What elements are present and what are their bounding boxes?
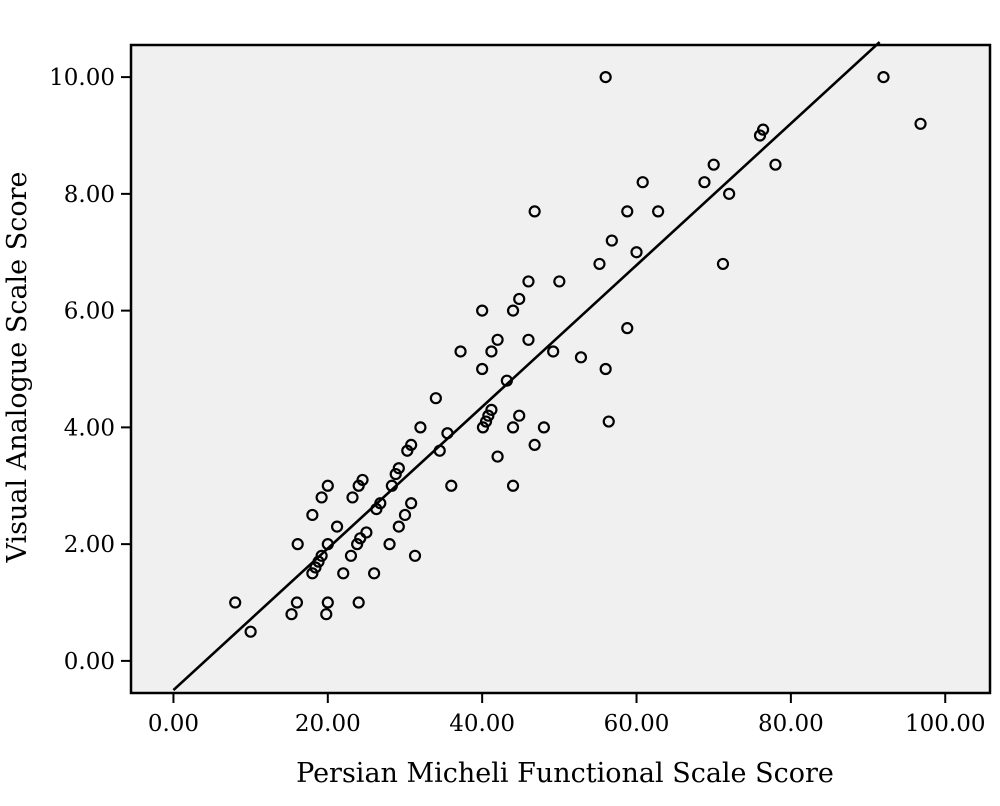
data-point xyxy=(476,362,489,376)
data-point xyxy=(479,415,493,428)
data-point xyxy=(723,187,736,200)
y-axis: 0.00 2.00 4.00 6.00 8.00 10.00 xyxy=(49,65,131,675)
y-tick-label: 2.00 xyxy=(64,532,115,558)
y-tick-label: 4.00 xyxy=(64,415,115,441)
data-point xyxy=(454,345,467,358)
data-point xyxy=(698,176,711,189)
data-point xyxy=(392,520,405,533)
data-point xyxy=(414,421,427,434)
data-point xyxy=(476,304,489,317)
data-point xyxy=(321,596,334,609)
data-point xyxy=(321,479,334,492)
data-point xyxy=(528,438,541,451)
x-tick-label: 0.00 xyxy=(148,711,199,737)
data-point xyxy=(914,117,927,130)
x-tick-label: 60.00 xyxy=(604,711,670,737)
data-point xyxy=(429,392,442,405)
data-point xyxy=(756,123,770,136)
data-point xyxy=(476,421,490,434)
x-axis: 0.00 20.00 40.00 60.00 80.00 100.00 xyxy=(148,693,985,737)
data-point xyxy=(344,549,358,562)
regression-line xyxy=(172,41,881,692)
data-point xyxy=(630,246,643,259)
data-point xyxy=(621,205,634,218)
data-point xyxy=(330,520,344,533)
data-point xyxy=(346,491,359,504)
data-point xyxy=(244,625,257,638)
data-point xyxy=(306,508,319,522)
data-point xyxy=(352,596,365,609)
data-point xyxy=(599,362,612,376)
x-tick-label: 20.00 xyxy=(295,711,361,737)
data-point xyxy=(605,234,618,247)
x-axis-title: Persian Micheli Functional Scale Score xyxy=(296,758,834,789)
data-point xyxy=(309,561,322,574)
data-point xyxy=(290,596,304,609)
data-point xyxy=(482,409,495,422)
data-point xyxy=(877,71,890,84)
data-point xyxy=(707,158,720,171)
data-point xyxy=(537,421,551,434)
data-point xyxy=(769,158,782,171)
data-point xyxy=(306,567,319,580)
data-point xyxy=(593,257,606,271)
data-point xyxy=(405,438,418,451)
data-point xyxy=(716,257,730,271)
data-point xyxy=(315,491,328,504)
y-tick-label: 8.00 xyxy=(64,182,115,208)
x-tick-label: 100.00 xyxy=(905,711,985,737)
data-point xyxy=(753,129,767,142)
x-tick-label: 40.00 xyxy=(449,711,515,737)
y-axis-title: Visual Analogue Scale Score xyxy=(2,172,33,564)
data-point xyxy=(599,71,612,84)
data-point xyxy=(547,345,560,358)
data-point xyxy=(383,538,396,551)
data-point xyxy=(285,608,298,621)
y-tick-label: 0.00 xyxy=(64,649,115,675)
data-point xyxy=(636,176,649,189)
data-point xyxy=(491,450,504,463)
data-point xyxy=(506,479,520,492)
data-point xyxy=(506,421,520,434)
data-point xyxy=(360,526,373,539)
data-point xyxy=(337,567,350,580)
x-tick-label: 80.00 xyxy=(758,711,824,737)
data-point xyxy=(392,462,405,475)
data-point xyxy=(602,415,615,428)
data-point xyxy=(621,322,634,335)
data-point xyxy=(506,304,520,317)
data-point xyxy=(485,403,498,416)
data-point xyxy=(389,467,402,481)
data-point xyxy=(513,292,526,306)
data-point xyxy=(408,549,422,562)
data-point xyxy=(652,205,665,218)
data-point xyxy=(445,479,458,492)
data-point xyxy=(356,473,369,487)
data-point xyxy=(553,275,566,288)
y-tick-label: 6.00 xyxy=(64,299,115,325)
data-point xyxy=(485,345,498,358)
data-point xyxy=(405,497,418,510)
plot-area xyxy=(129,43,992,695)
data-point xyxy=(368,567,381,580)
y-tick-label: 10.00 xyxy=(49,65,115,91)
data-point xyxy=(315,549,328,562)
data-point xyxy=(522,275,535,288)
data-point xyxy=(351,538,364,551)
data-point xyxy=(522,333,535,346)
data-point xyxy=(528,205,541,218)
data-point xyxy=(398,508,412,522)
data-point xyxy=(513,409,526,422)
data-point xyxy=(229,596,242,609)
data-point xyxy=(491,333,504,346)
data-point xyxy=(574,351,588,364)
data-point xyxy=(291,538,304,551)
data-point xyxy=(320,608,333,621)
